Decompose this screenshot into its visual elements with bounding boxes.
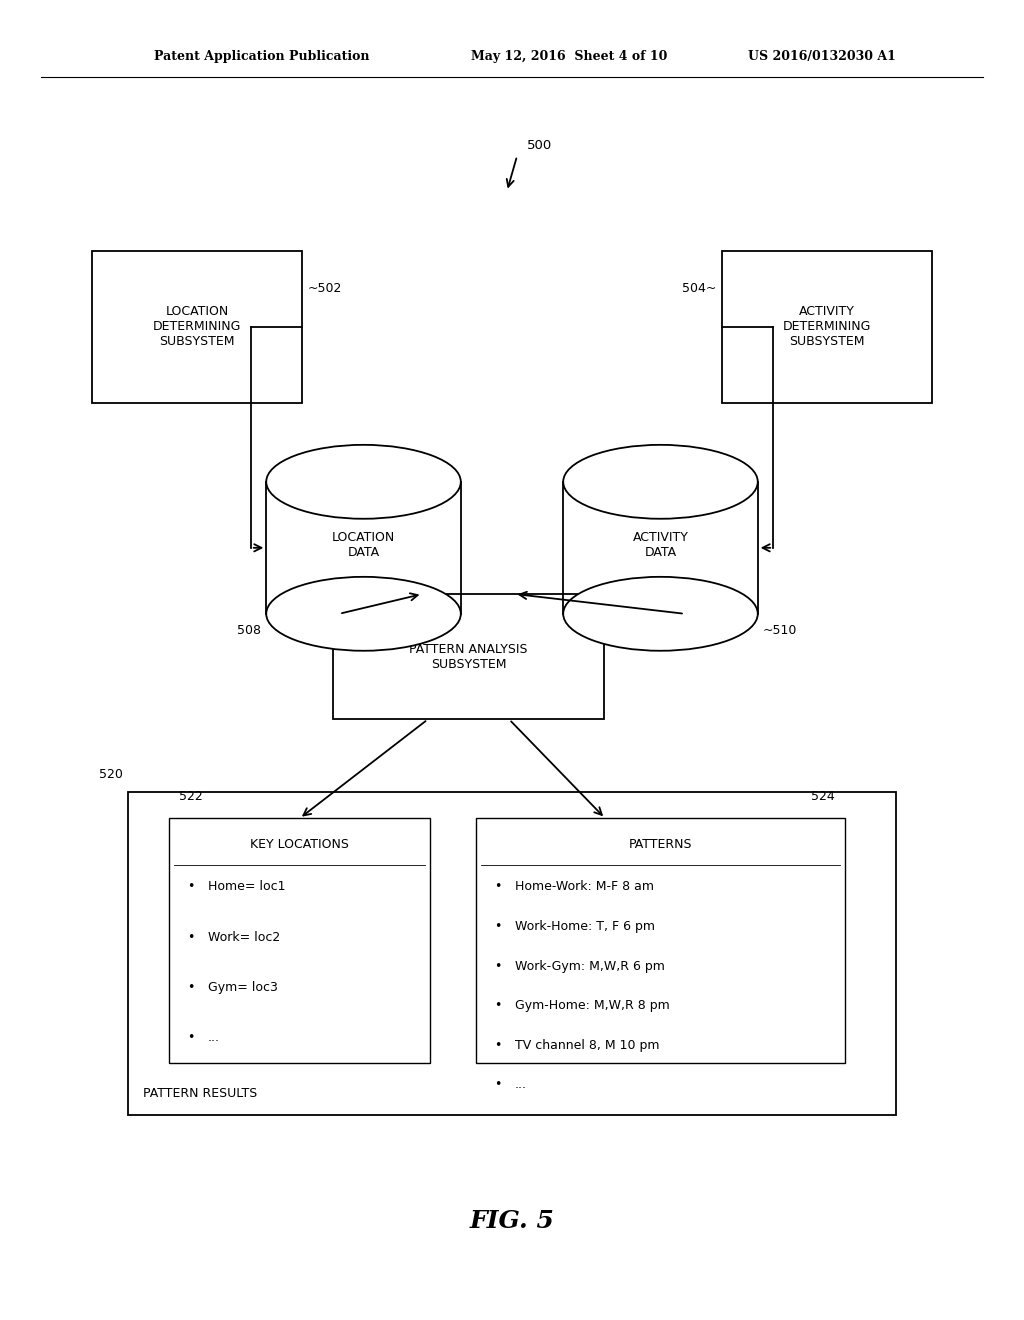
- Text: May 12, 2016  Sheet 4 of 10: May 12, 2016 Sheet 4 of 10: [471, 50, 668, 63]
- Text: TV channel 8, M 10 pm: TV channel 8, M 10 pm: [515, 1039, 659, 1052]
- Text: 508: 508: [238, 624, 261, 638]
- Text: •: •: [495, 960, 502, 973]
- Text: Gym-Home: M,W,R 8 pm: Gym-Home: M,W,R 8 pm: [515, 999, 670, 1012]
- Bar: [92, 251, 302, 403]
- Bar: [128, 792, 896, 1115]
- Ellipse shape: [563, 445, 758, 519]
- Text: •: •: [187, 880, 195, 894]
- Text: LOCATION
DETERMINING
SUBSYSTEM: LOCATION DETERMINING SUBSYSTEM: [153, 305, 242, 348]
- Text: 500: 500: [527, 139, 553, 152]
- Text: 504~: 504~: [682, 282, 717, 296]
- Text: 506~: 506~: [293, 619, 328, 632]
- Ellipse shape: [266, 577, 461, 651]
- Text: ~502: ~502: [307, 282, 342, 296]
- Text: LOCATION
DATA: LOCATION DATA: [332, 531, 395, 560]
- Text: 520: 520: [99, 768, 123, 781]
- Text: Work= loc2: Work= loc2: [208, 931, 281, 944]
- Bar: [722, 251, 932, 403]
- Bar: [266, 482, 461, 614]
- Text: US 2016/0132030 A1: US 2016/0132030 A1: [748, 50, 895, 63]
- Bar: [563, 482, 758, 614]
- Text: •: •: [187, 981, 195, 994]
- Text: Patent Application Publication: Patent Application Publication: [154, 50, 369, 63]
- Text: PATTERN RESULTS: PATTERN RESULTS: [143, 1086, 258, 1100]
- Text: Home-Work: M-F 8 am: Home-Work: M-F 8 am: [515, 880, 654, 894]
- Text: PATTERN ANALYSIS
SUBSYSTEM: PATTERN ANALYSIS SUBSYSTEM: [410, 643, 527, 671]
- Text: ACTIVITY
DATA: ACTIVITY DATA: [633, 531, 688, 560]
- Text: Home= loc1: Home= loc1: [208, 880, 286, 894]
- Text: ACTIVITY
DETERMINING
SUBSYSTEM: ACTIVITY DETERMINING SUBSYSTEM: [782, 305, 871, 348]
- Text: Gym= loc3: Gym= loc3: [208, 981, 278, 994]
- Text: •: •: [495, 880, 502, 894]
- Text: ~510: ~510: [763, 624, 798, 638]
- Bar: [333, 594, 604, 719]
- Text: 524: 524: [811, 789, 835, 803]
- Text: •: •: [495, 1039, 502, 1052]
- Bar: [169, 818, 430, 1063]
- Ellipse shape: [563, 577, 758, 651]
- Text: Work-Gym: M,W,R 6 pm: Work-Gym: M,W,R 6 pm: [515, 960, 665, 973]
- Text: •: •: [187, 931, 195, 944]
- Text: •: •: [495, 920, 502, 933]
- Bar: [476, 818, 845, 1063]
- Text: ...: ...: [208, 1031, 220, 1044]
- Text: KEY LOCATIONS: KEY LOCATIONS: [250, 838, 349, 851]
- Text: FIG. 5: FIG. 5: [470, 1209, 554, 1233]
- Text: PATTERNS: PATTERNS: [629, 838, 692, 851]
- Text: •: •: [187, 1031, 195, 1044]
- Text: ...: ...: [515, 1078, 527, 1092]
- Text: 522: 522: [179, 789, 203, 803]
- Text: •: •: [495, 1078, 502, 1092]
- Text: •: •: [495, 999, 502, 1012]
- Text: Work-Home: T, F 6 pm: Work-Home: T, F 6 pm: [515, 920, 655, 933]
- Ellipse shape: [266, 445, 461, 519]
